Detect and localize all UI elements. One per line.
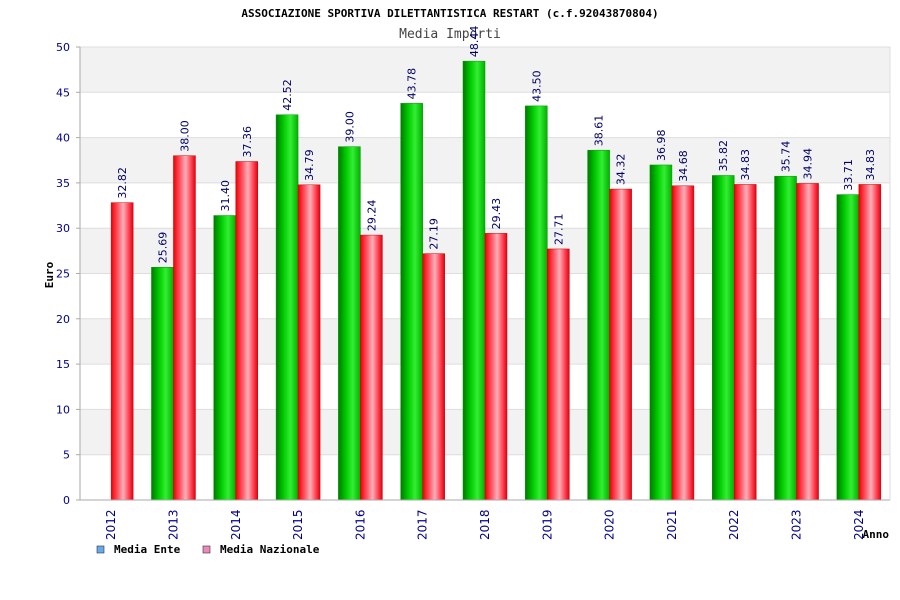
bar-value-label: 34.68	[677, 150, 690, 182]
x-tick-label: 2014	[229, 509, 243, 540]
bar-value-label: 39.00	[343, 111, 356, 143]
bar-value-label: 43.50	[530, 70, 543, 102]
bar-media-nazionale	[173, 155, 196, 501]
bar-media-ente	[400, 103, 423, 501]
y-tick-label: 35	[56, 177, 70, 190]
y-tick-label: 20	[56, 313, 70, 326]
bar-value-label: 29.43	[490, 198, 503, 230]
bar-value-label: 35.74	[780, 141, 793, 173]
bar-media-ente	[151, 266, 174, 501]
bar-media-nazionale	[422, 253, 445, 501]
bar-media-nazionale	[484, 233, 508, 501]
bar-value-label: 32.82	[116, 167, 129, 198]
bar-media-nazionale	[858, 184, 882, 501]
x-tick-label: 2015	[291, 509, 305, 540]
x-tick-label: 2019	[540, 509, 554, 540]
y-tick-label: 30	[56, 222, 70, 235]
bar-media-ente	[275, 114, 299, 501]
bar-media-ente	[525, 105, 548, 501]
x-tick-label: 2020	[603, 509, 617, 540]
x-tick-label: 2018	[478, 509, 492, 540]
bar-value-label: 35.82	[717, 140, 730, 172]
bar-value-label: 27.19	[428, 218, 441, 250]
legend-swatch-media-ente	[96, 545, 105, 554]
bar-media-nazionale	[733, 184, 757, 501]
x-tick-labels: 2012 2013 2014 2015 2016 2017 2018 2019 2020 2021…	[104, 509, 866, 540]
legend: Media Ente Media Nazionale	[96, 543, 320, 556]
y-tick-label: 0	[63, 494, 70, 507]
bar-media-nazionale	[235, 161, 259, 501]
bar-media-nazionale	[110, 202, 134, 501]
x-tick-label: 2017	[416, 509, 430, 540]
bar-media-nazionale	[547, 248, 570, 501]
y-tick-label: 50	[56, 41, 70, 54]
x-tick-label: 2022	[727, 509, 741, 540]
bar-media-ente	[836, 194, 860, 501]
x-tick-label: 2021	[665, 509, 679, 540]
legend-swatch-media-nazionale	[202, 545, 211, 554]
bar-value-label: 43.78	[406, 68, 419, 100]
bar-media-ente	[774, 175, 797, 501]
x-tick-label: 2012	[104, 509, 118, 540]
bar-value-label: 38.00	[178, 120, 191, 152]
y-tick-label: 25	[56, 268, 70, 281]
x-tick-label: 2023	[790, 509, 804, 540]
y-tick-label: 15	[56, 358, 70, 371]
bar-value-labels: 32.82 25.69 38.00 31.40 37.36 42.52 34.79 39.00…	[116, 26, 877, 264]
bar-media-nazionale	[360, 234, 383, 501]
bar-media-ente	[711, 175, 735, 501]
bar-media-ente	[587, 149, 610, 501]
bar-value-label: 36.98	[655, 129, 668, 161]
axes	[79, 47, 891, 501]
bar-media-ente	[213, 215, 237, 501]
bar-media-ente	[462, 60, 486, 501]
bar-value-label: 34.32	[615, 154, 628, 186]
bar-value-label: 48.44	[468, 26, 481, 58]
y-axis-label: Euro	[43, 261, 56, 288]
bar-media-nazionale	[609, 188, 632, 501]
bar-value-label: 29.24	[365, 200, 378, 232]
chart-title: ASSOCIAZIONE SPORTIVA DILETTANTISTICA RE…	[241, 7, 658, 20]
legend-label-media-ente: Media Ente	[114, 543, 181, 556]
bar-value-label: 34.83	[739, 149, 752, 181]
chart-subtitle: Media Importi	[399, 27, 501, 42]
bar-media-nazionale	[796, 183, 819, 501]
bar-value-label: 25.69	[156, 232, 169, 264]
bar-value-label: 37.36	[241, 126, 254, 158]
y-tick-label: 5	[63, 449, 70, 462]
bar-value-label: 38.61	[593, 115, 606, 147]
bar-value-label: 42.52	[281, 79, 294, 111]
x-tick-label: 2016	[353, 509, 367, 540]
bars	[110, 60, 882, 501]
bar-media-ente	[338, 146, 361, 501]
bar-value-label: 34.79	[303, 149, 316, 181]
bar-value-label: 33.71	[842, 159, 855, 191]
bar-value-label: 31.40	[219, 180, 232, 212]
x-tick-label: 2024	[852, 509, 866, 540]
bar-value-label: 27.71	[552, 213, 565, 245]
bar-media-ente	[649, 164, 673, 501]
bar-value-label: 34.83	[864, 149, 877, 181]
y-tick-label: 40	[56, 132, 70, 145]
bar-value-label: 34.94	[802, 148, 815, 180]
y-tick-label: 10	[56, 403, 70, 416]
y-tick-label: 45	[56, 86, 70, 99]
legend-label-media-nazionale: Media Nazionale	[220, 543, 320, 556]
bar-media-nazionale	[297, 184, 321, 501]
bar-media-nazionale	[671, 185, 695, 501]
x-tick-label: 2013	[166, 509, 180, 540]
y-tick-labels: 0 5 10 15 20 25 30 35 40 45 50	[56, 41, 70, 507]
x-axis-label: Anno	[863, 528, 890, 541]
